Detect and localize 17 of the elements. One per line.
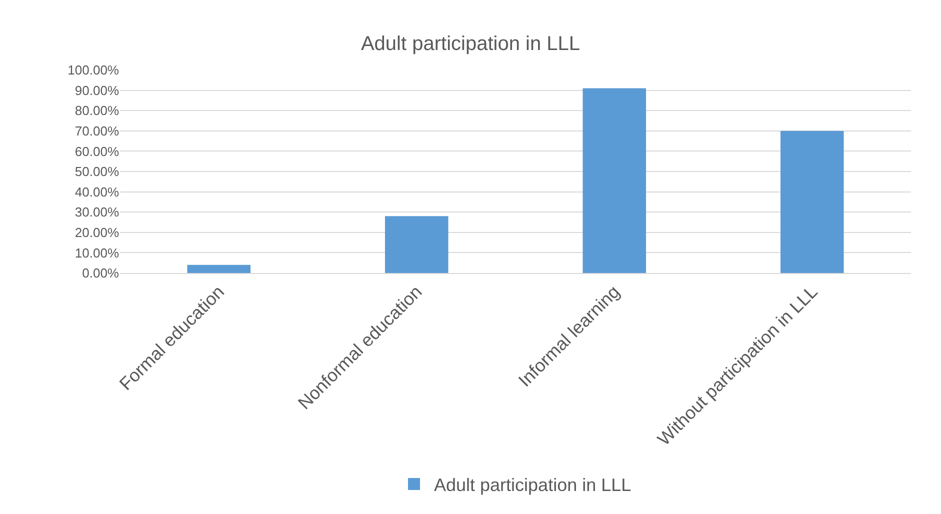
y-tick-label: 60.00%: [74, 144, 120, 159]
y-tick-label: 10.00%: [74, 245, 120, 260]
bar: [582, 88, 646, 273]
y-tick-label: 80.00%: [74, 103, 120, 118]
chart-title: Adult participation in LLL: [360, 32, 580, 55]
legend-label: Adult participation in LLL: [434, 475, 632, 496]
y-tick-label: 100.00%: [68, 62, 120, 78]
y-tick-label: 0.00%: [82, 266, 120, 281]
y-tick-label: 40.00%: [74, 184, 120, 200]
y-tick-label: 50.00%: [74, 164, 120, 180]
bar: [187, 264, 251, 273]
y-tick-label: 90.00%: [74, 82, 120, 98]
bar: [384, 216, 448, 273]
y-tick-label: 20.00%: [74, 224, 120, 240]
bar: [780, 130, 844, 273]
y-tick-label: 70.00%: [74, 123, 120, 138]
y-tick-label: 30.00%: [74, 204, 120, 220]
